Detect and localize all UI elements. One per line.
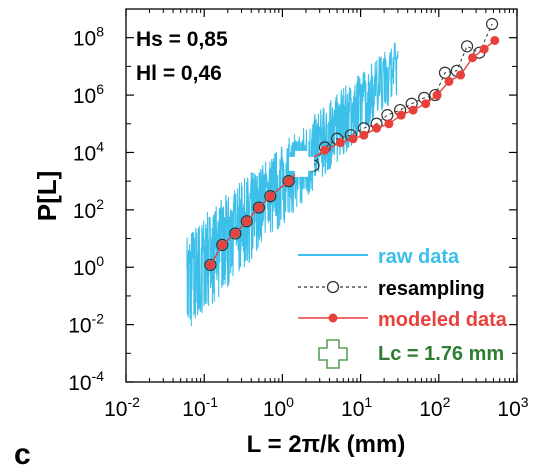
y-tick-label-4: 104 [73, 138, 104, 165]
x-tick-label-3: 101 [341, 394, 372, 421]
y-tick-label-0: 10-4 [68, 368, 104, 395]
plot-frame [125, 8, 518, 383]
modeled-point-5 [265, 191, 275, 201]
legend-raw-label: raw data [378, 246, 460, 268]
resampling-point-22 [485, 17, 499, 31]
legend: raw data resampling modeled data Lc = 1.… [298, 246, 508, 369]
y-tick-label-exp-0: -4 [92, 368, 105, 384]
x-tick-label-4: 102 [419, 394, 450, 421]
x-tick-label-2: 100 [263, 394, 294, 421]
y-tick-label-exp-4: 4 [96, 138, 104, 154]
modeled-point-6 [284, 176, 294, 186]
modeled-point-14 [396, 110, 406, 120]
annotation-hs: Hs = 0,85 [136, 28, 228, 51]
y-tick-label-exp-1: -2 [92, 311, 105, 327]
resampling-point-3 [240, 215, 253, 228]
x-tick-label-base-1: 10 [182, 398, 205, 421]
y-tick-label-exp-6: 8 [96, 24, 104, 40]
y-tick-label-6: 108 [73, 24, 104, 51]
x-tick-label-exp-3: 1 [364, 394, 372, 410]
resampling-point-5 [264, 190, 277, 203]
modeled-point-16 [421, 99, 431, 109]
y-tick-label-base-2: 10 [73, 257, 96, 280]
y-tick-label-exp-3: 2 [96, 196, 104, 212]
modeled-point-10 [348, 134, 358, 144]
y-tick-label-base-4: 10 [73, 142, 96, 165]
y-tick-label-base-1: 10 [68, 315, 91, 338]
modeled-point-2 [230, 228, 240, 238]
y-tick-label-base-6: 10 [73, 28, 96, 51]
x-tick-label-exp-2: 0 [286, 394, 294, 410]
tick-layer: 10-2 10-1 100 101 102 10310-410-2100102104106… [68, 8, 529, 421]
resampling-point-2 [229, 227, 242, 240]
modeled-point-21 [479, 44, 489, 54]
y-tick-label-1: 10-2 [68, 311, 104, 338]
modeled-point-15 [408, 105, 418, 115]
modeled-point-11 [359, 130, 369, 140]
x-tick-label-1: 10-1 [182, 394, 218, 421]
resampling-point-18 [438, 66, 452, 79]
modeled-point-8 [320, 145, 330, 155]
legend-lc-label: Lc = 1.76 mm [378, 343, 504, 365]
x-tick-label-0: 10-2 [104, 394, 140, 421]
resampling-point-1 [216, 238, 229, 252]
resampling-point-20 [460, 40, 474, 53]
resampling-point-6 [282, 175, 295, 188]
modeled-point-0 [205, 260, 215, 270]
resampling-point-4 [252, 201, 265, 214]
modeled-point-12 [372, 123, 382, 133]
y-tick-label-base-0: 10 [68, 372, 91, 395]
y-tick-label-base-3: 10 [73, 200, 96, 223]
modeled-point-19 [456, 70, 466, 80]
panel-label: c [14, 438, 31, 470]
y-tick-label-5: 106 [73, 81, 104, 108]
modeled-point-3 [242, 216, 252, 226]
modeled-point-13 [384, 119, 394, 129]
y-tick-label-2: 100 [73, 253, 104, 280]
modeled-point-9 [335, 138, 345, 148]
modeled-point-18 [444, 76, 454, 86]
x-tick-label-exp-0: -2 [127, 394, 140, 410]
modeled-point-20 [468, 53, 478, 63]
y-tick-label-exp-5: 6 [96, 81, 104, 97]
y-tick-label-base-5: 10 [73, 85, 96, 108]
y-tick-label-exp-2: 0 [96, 253, 104, 269]
legend-resampling-label: resampling [378, 278, 485, 300]
x-tick-label-base-2: 10 [263, 398, 286, 421]
x-tick-label-exp-4: 2 [443, 394, 451, 410]
series-layer [204, 17, 500, 272]
legend-resampling-marker [326, 280, 340, 294]
resampling-line [209, 23, 493, 266]
legend-modeled-label: modeled data [378, 309, 508, 331]
modeled-point-1 [217, 240, 227, 250]
x-tick-label-exp-1: -1 [206, 394, 219, 410]
x-tick-label-base-3: 10 [341, 398, 364, 421]
raw-data-layer [186, 42, 399, 327]
annotation-hl: Hl = 0,46 [136, 62, 222, 85]
y-axis-label: P[L] [32, 171, 62, 222]
x-axis-label: L = 2π/k (mm) [247, 431, 406, 458]
x-tick-label-base-5: 10 [497, 398, 520, 421]
legend-modeled-marker [328, 313, 338, 323]
y-tick-label-3: 102 [73, 196, 104, 223]
raw-data-line [186, 42, 399, 327]
modeled-point-4 [254, 203, 264, 213]
lc-cross-marker [289, 150, 315, 177]
legend-lc-cross-icon [318, 339, 348, 369]
x-tick-label-base-4: 10 [419, 398, 442, 421]
modeled-point-17 [432, 90, 442, 100]
resampling-point-0 [204, 258, 217, 272]
modeled-point-22 [490, 35, 500, 45]
x-tick-label-exp-5: 3 [521, 394, 529, 410]
x-tick-label-5: 103 [497, 394, 528, 421]
x-tick-label-base-0: 10 [104, 398, 127, 421]
